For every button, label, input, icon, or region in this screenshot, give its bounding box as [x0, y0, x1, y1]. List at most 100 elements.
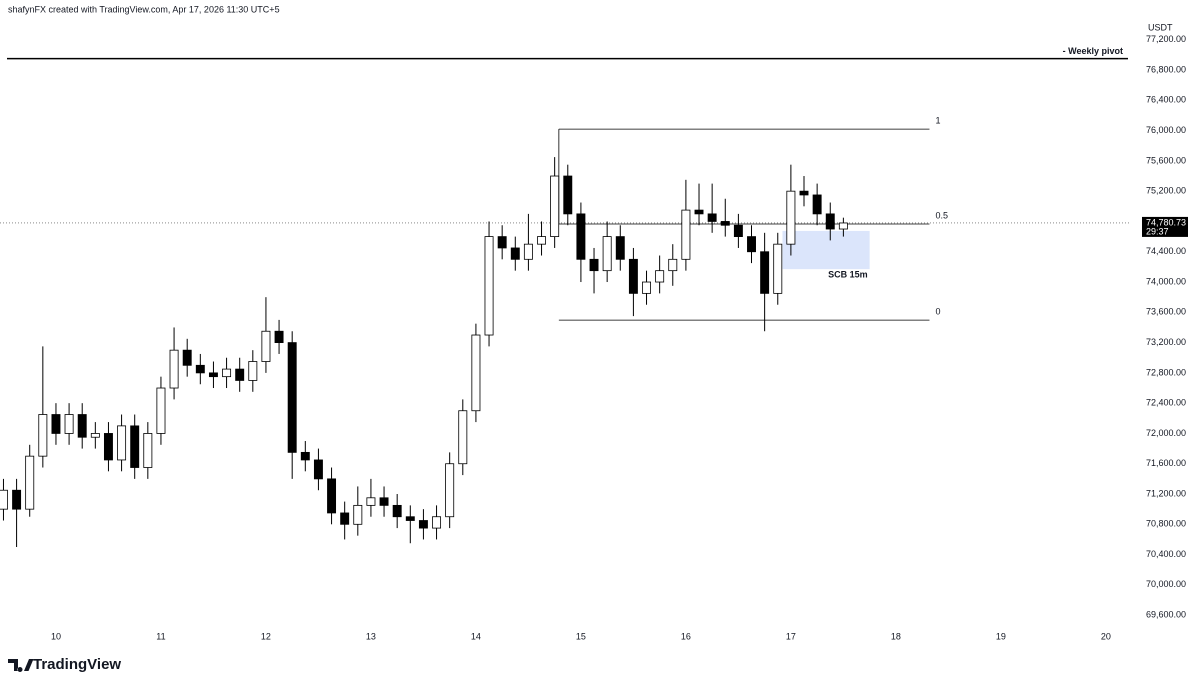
y-tick-label: 76,000.00 — [1146, 125, 1186, 135]
candle-body — [747, 236, 756, 253]
y-tick-label: 72,400.00 — [1146, 398, 1186, 408]
candle-body — [589, 258, 599, 272]
candle-body — [340, 512, 350, 525]
candle-body — [497, 236, 507, 249]
last-price-badge — [1142, 216, 1188, 237]
y-tick-label: 71,200.00 — [1146, 488, 1186, 498]
currency: USDT — [1148, 22, 1173, 32]
candle-body — [484, 236, 494, 336]
candle-body — [208, 372, 218, 378]
candle-body — [786, 190, 796, 245]
candle-body — [103, 433, 113, 461]
candle-body — [392, 504, 402, 518]
candle-body — [576, 213, 586, 260]
x-tick-label: 19 — [996, 631, 1006, 641]
y-tick-label: 71,600.00 — [1146, 458, 1186, 468]
x-tick-label: 15 — [576, 631, 586, 641]
candle-body — [642, 281, 651, 294]
candle-body — [12, 489, 22, 510]
candle-body — [195, 364, 205, 374]
candle-body — [615, 236, 625, 260]
candle-body — [182, 349, 192, 366]
candle-body — [838, 222, 848, 230]
candle-body — [733, 224, 743, 237]
candle-body — [366, 497, 376, 506]
y-tick-label: 73,200.00 — [1146, 337, 1186, 347]
y-tick-label: 74,400.00 — [1146, 246, 1186, 256]
zone-label: SCB 15m — [828, 270, 868, 280]
candle-body — [143, 433, 153, 468]
candle-body — [156, 387, 166, 434]
candle-body — [130, 425, 140, 468]
candle-body — [287, 342, 297, 453]
candle-body — [694, 209, 704, 215]
candle-body — [327, 478, 337, 514]
zone — [782, 230, 870, 270]
weekly-pivot-label: - Weekly pivot — [1063, 46, 1123, 56]
countdown: 29:37 — [1146, 226, 1169, 236]
y-tick-label: 73,600.00 — [1146, 307, 1186, 317]
candle-body — [117, 425, 127, 461]
y-tick-label: 74,000.00 — [1146, 276, 1186, 286]
candle-body — [25, 455, 35, 510]
candle-body — [510, 247, 520, 260]
candle-body — [77, 414, 87, 438]
y-tick-label: 70,400.00 — [1146, 549, 1186, 559]
candle-body — [537, 236, 547, 245]
candle-body — [90, 433, 100, 438]
candle-body — [563, 175, 573, 215]
candle-body — [300, 451, 310, 461]
x-tick-label: 18 — [891, 631, 901, 641]
candle-body — [169, 349, 179, 389]
candle-body — [471, 334, 481, 412]
candle-body — [445, 463, 455, 518]
x-tick-label: 17 — [786, 631, 796, 641]
last-price-label: 74,780.73 — [1146, 217, 1186, 227]
candle-body — [405, 516, 415, 521]
candle-body — [432, 516, 442, 529]
candle-body — [458, 410, 468, 465]
candle-body — [248, 361, 258, 381]
x-tick-label: 20 — [1101, 631, 1111, 641]
candle-body — [550, 175, 560, 237]
x-tick-label: 12 — [261, 631, 271, 641]
fib-label: 0.5 — [935, 210, 948, 220]
y-tick-label: 75,600.00 — [1146, 155, 1186, 165]
brand: TradingView — [33, 656, 121, 673]
candle-body — [64, 414, 74, 434]
y-tick-label: 69,600.00 — [1146, 610, 1186, 620]
candle-body — [261, 330, 271, 362]
candle-body — [602, 236, 612, 272]
candle-body — [655, 270, 665, 283]
candle-body — [799, 190, 809, 196]
candle-body — [313, 459, 323, 480]
y-tick-label: 76,800.00 — [1146, 64, 1186, 74]
candle-body — [720, 221, 730, 226]
candle-body — [418, 520, 428, 529]
y-tick-label: 72,800.00 — [1146, 367, 1186, 377]
candle-body — [51, 414, 61, 434]
candle-body — [353, 504, 363, 525]
x-tick-label: 14 — [471, 631, 481, 641]
fib-label: 1 — [935, 115, 940, 125]
candle-body — [773, 243, 783, 294]
y-tick-label: 70,800.00 — [1146, 519, 1186, 529]
y-tick-label: 72,000.00 — [1146, 428, 1186, 438]
x-tick-label: 13 — [366, 631, 376, 641]
candle-body — [825, 213, 835, 230]
candle-body — [668, 258, 678, 272]
y-tick-label: 70,000.00 — [1146, 579, 1186, 589]
candle-body — [681, 209, 691, 260]
x-tick-label: 11 — [156, 631, 165, 641]
candle-body — [760, 251, 770, 294]
candle-body — [379, 497, 389, 506]
candle-body — [0, 489, 8, 510]
x-tick-label: 10 — [51, 631, 61, 641]
candle-body — [523, 243, 533, 260]
y-tick-label: 75,200.00 — [1146, 186, 1186, 196]
candle-body — [38, 414, 48, 457]
x-tick-label: 16 — [681, 631, 691, 641]
candle-body — [812, 194, 822, 215]
header: shafynFX created with TradingView.com, A… — [8, 4, 280, 14]
